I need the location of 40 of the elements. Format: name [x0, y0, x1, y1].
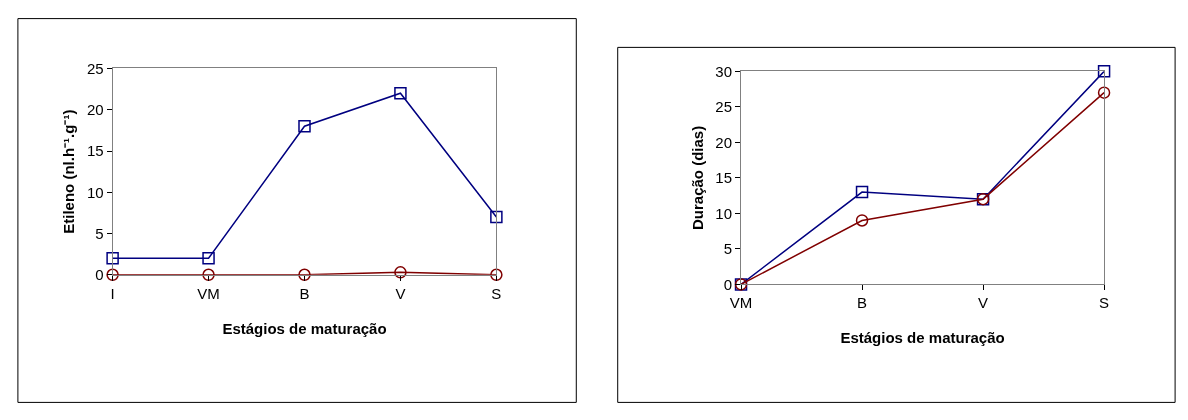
point: [1097, 86, 1111, 99]
x-tick-label: S: [1099, 294, 1110, 312]
point: [106, 252, 119, 265]
point: [490, 210, 503, 224]
x-tick-label: VM: [197, 284, 220, 302]
x-axis-title: Estágios de maturação: [222, 319, 387, 337]
y-tick-label: 0: [95, 266, 104, 284]
point: [106, 268, 119, 282]
y-axis-title: Duração (dias): [688, 125, 706, 230]
y-tick-label: 15: [86, 142, 104, 160]
point: [394, 87, 407, 100]
y-tick-label: 25: [86, 59, 104, 77]
y-tick-label: 5: [95, 224, 104, 242]
x-tick-label: V: [978, 294, 989, 312]
y-tick-label: 5: [723, 240, 733, 258]
y-tick-label: 10: [715, 204, 733, 222]
y-tick-label: 20: [86, 101, 104, 118]
point: [202, 252, 215, 265]
y-axis-title: Etileno (nl.h⁻¹.g⁻¹): [60, 109, 78, 234]
x-axis-title: Estágios de maturação: [840, 329, 1005, 347]
x-tick-label: I: [110, 284, 115, 302]
x-tick-label: B: [299, 284, 310, 302]
point: [394, 266, 407, 279]
y-tick-label: 0: [723, 275, 733, 293]
y-tick-label: 30: [715, 62, 733, 80]
point: [298, 120, 311, 133]
x-tick-label: B: [857, 294, 868, 312]
point: [855, 185, 869, 199]
point: [202, 268, 215, 282]
x-tick-label: VM: [729, 294, 753, 312]
y-tick-label: 10: [86, 183, 104, 201]
point: [490, 268, 503, 282]
x-tick-label: S: [491, 284, 502, 302]
point: [855, 214, 869, 227]
y-tick-label: 15: [715, 169, 733, 187]
y-tick-label: 25: [715, 98, 733, 116]
point: [298, 268, 311, 282]
y-tick-label: 20: [715, 133, 733, 151]
point: [1097, 65, 1111, 78]
x-tick-label: V: [395, 284, 406, 302]
